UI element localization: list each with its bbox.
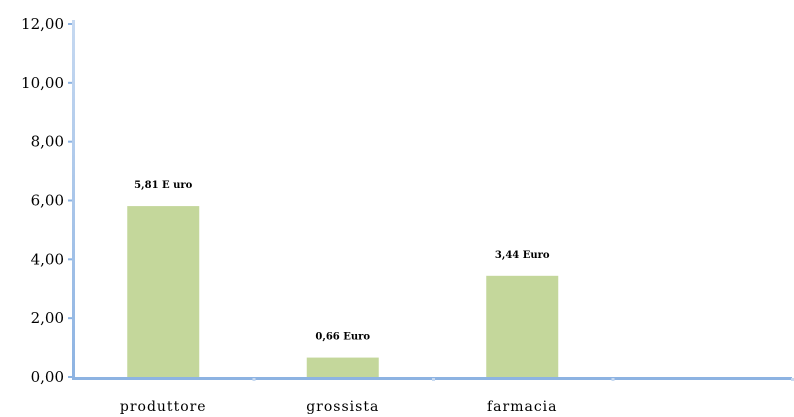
x-category-label: farmacia — [487, 399, 558, 415]
y-tick-label: 6,00 — [31, 192, 64, 210]
bars — [127, 206, 559, 377]
x-axis: produttore grossista farmacia — [72, 377, 794, 415]
y-tick-label: 12,00 — [21, 15, 64, 33]
bar — [306, 357, 379, 377]
y-tick-label: 4,00 — [31, 250, 64, 268]
x-tick — [252, 378, 256, 381]
y-tick — [68, 258, 72, 261]
bar-data-label: 3,44 Euro — [495, 250, 550, 261]
y-tick — [68, 140, 72, 143]
y-tick-label: 10,00 — [21, 74, 64, 92]
x-tick — [432, 378, 435, 381]
bar-data-label: 5,81 E uro — [134, 180, 192, 191]
y-tick — [68, 199, 72, 202]
x-category-label: grossista — [306, 399, 379, 415]
bar-data-label: 0,66 Euro — [315, 332, 370, 343]
bar — [486, 275, 559, 377]
y-tick — [68, 317, 72, 320]
y-axis: 0,00 2,00 4,00 6,00 8,00 10,00 12,00 — [21, 15, 75, 386]
x-tick — [791, 378, 794, 381]
x-tick — [611, 378, 615, 381]
bar — [127, 206, 200, 377]
y-tick-label: 2,00 — [31, 309, 64, 327]
data-labels: 5,81 E uro 0,66 Euro 3,44 Euro — [134, 180, 550, 342]
y-tick-label: 0,00 — [31, 368, 64, 386]
y-tick — [68, 376, 72, 378]
y-tick-label: 8,00 — [31, 133, 64, 151]
y-axis-line — [72, 20, 75, 379]
x-category-label: produttore — [120, 399, 207, 415]
y-tick — [68, 81, 72, 84]
y-tick — [68, 23, 72, 25]
